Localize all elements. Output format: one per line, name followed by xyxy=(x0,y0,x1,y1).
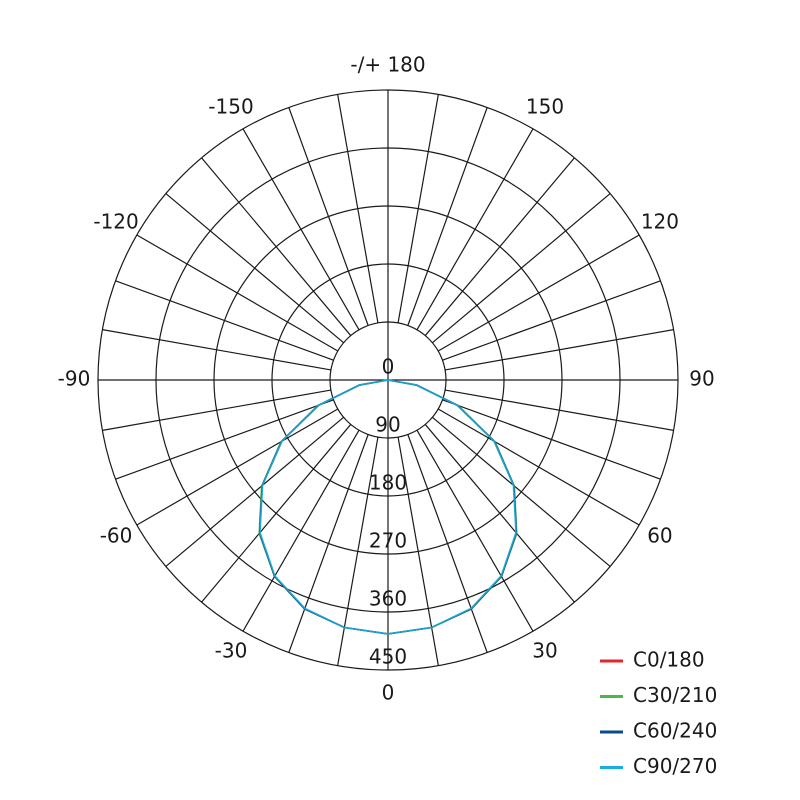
grid-spoke xyxy=(432,193,611,344)
angle-tick-label: 120 xyxy=(641,210,679,234)
grid-spoke xyxy=(437,234,640,352)
grid-spoke xyxy=(416,128,534,331)
grid-spoke xyxy=(442,280,661,361)
angle-tick-label: -30 xyxy=(215,638,248,662)
grid-spoke xyxy=(136,234,339,352)
angle-tick-label: -60 xyxy=(100,524,133,548)
grid-spoke xyxy=(407,107,488,326)
grid-spoke xyxy=(102,329,331,371)
grid-spoke xyxy=(115,280,334,361)
legend-label: C60/240 xyxy=(633,719,717,743)
grid-spoke xyxy=(442,399,661,480)
angle-tick-label: -90 xyxy=(58,367,91,391)
radial-tick-label: 450 xyxy=(369,645,407,669)
legend-label: C0/180 xyxy=(633,648,705,672)
angle-tick-label: -120 xyxy=(93,210,138,234)
grid-spoke xyxy=(432,416,611,567)
grid-spoke xyxy=(445,329,674,371)
grid-spoke xyxy=(437,408,640,526)
angle-tick-label: 30 xyxy=(532,638,557,662)
angle-tick-label: 60 xyxy=(647,524,672,548)
angle-tick-label: 0 xyxy=(382,681,395,705)
radial-tick-label: 360 xyxy=(369,587,407,611)
grid-spoke xyxy=(288,434,369,653)
grid-spoke xyxy=(407,434,488,653)
radial-tick-label: 270 xyxy=(369,529,407,553)
grid-spoke xyxy=(424,424,575,603)
series-line xyxy=(259,379,517,635)
angle-tick-label: 90 xyxy=(689,367,714,391)
grid-spoke xyxy=(115,399,334,480)
grid-spoke xyxy=(242,429,360,632)
grid-spoke xyxy=(397,94,439,323)
radial-tick-label: 0 xyxy=(382,355,395,379)
grid-spoke xyxy=(242,128,360,331)
angle-tick-label: -/+ 180 xyxy=(350,53,425,77)
grid-spoke xyxy=(201,424,352,603)
grid-spoke xyxy=(165,416,344,567)
grid-spoke xyxy=(201,157,352,336)
grid-spoke xyxy=(424,157,575,336)
grid-spoke xyxy=(165,193,344,344)
radial-tick-label: 180 xyxy=(369,471,407,495)
grid-spoke xyxy=(136,408,339,526)
grid-spoke xyxy=(102,389,331,431)
legend-label: C30/210 xyxy=(633,683,717,707)
radial-tick-label: 90 xyxy=(375,413,400,437)
grid-spoke xyxy=(288,107,369,326)
legend-label: C90/270 xyxy=(633,754,717,778)
grid-spoke xyxy=(337,94,379,323)
angle-tick-label: 150 xyxy=(526,95,564,119)
grid-spoke xyxy=(416,429,534,632)
angle-tick-label: -150 xyxy=(208,95,253,119)
grid-spoke xyxy=(445,389,674,431)
